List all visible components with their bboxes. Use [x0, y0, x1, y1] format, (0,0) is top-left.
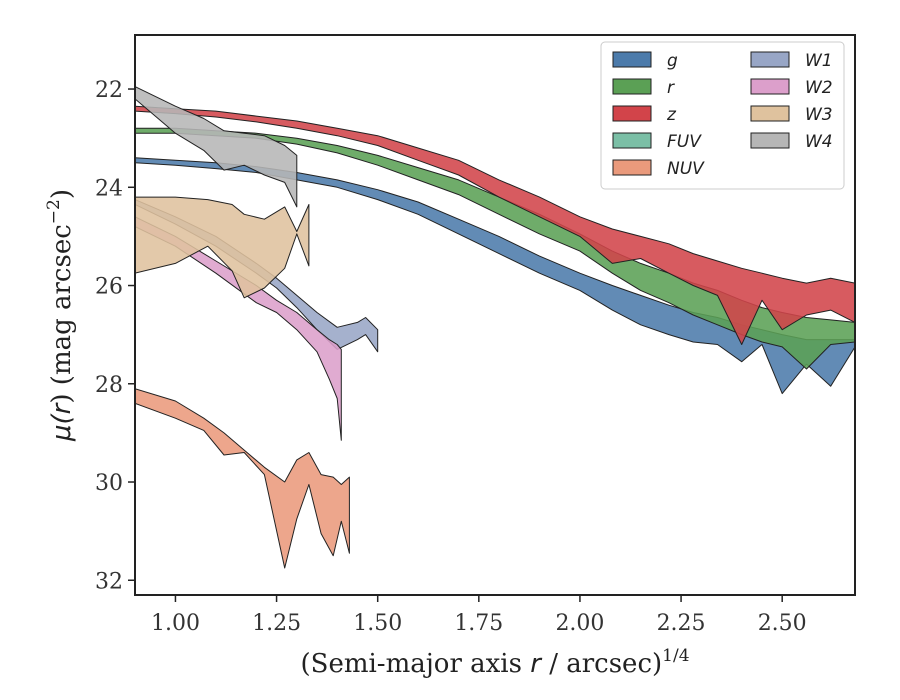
legend-swatch-w4 — [750, 132, 790, 149]
x-tick-label: 2.00 — [555, 611, 604, 636]
band-z — [135, 105, 855, 345]
x-tick-label: 1.25 — [252, 611, 301, 636]
legend-label-fuv: FUV — [667, 132, 702, 152]
y-axis-title: μ(r) (mag arcsec−2) — [44, 189, 77, 442]
x-tick-label: 1.75 — [454, 611, 503, 636]
legend-swatch-w3 — [750, 105, 790, 122]
legend-label-w4: W4 — [805, 132, 833, 152]
band-r — [135, 127, 855, 370]
x-tick-label: 1.50 — [353, 611, 402, 636]
band-w4 — [135, 86, 298, 208]
band-nuv — [135, 388, 350, 569]
legend-label-w1: W1 — [805, 51, 833, 71]
x-tick-label: 1.00 — [151, 611, 200, 636]
legend-swatch-r — [612, 78, 652, 95]
x-axis-ticks: 1.00 1.25 1.50 1.75 2.00 2.25 2.50 — [151, 595, 807, 636]
y-tick-label: 22 — [95, 78, 123, 103]
y-tick-label: 30 — [95, 471, 123, 496]
y-axis-ticks: 22 24 26 28 30 32 — [95, 78, 135, 594]
legend-swatch-nuv — [612, 159, 652, 176]
legend-label-nuv: NUV — [667, 159, 705, 179]
legend-label-z: z — [666, 105, 677, 125]
legend: grz FUV NUV W1 W2 W3 W4 — [600, 41, 845, 190]
y-tick-label: 28 — [95, 373, 123, 398]
legend-swatch-z — [612, 105, 652, 122]
legend-swatch-w1 — [750, 51, 790, 68]
band-w2 — [135, 216, 342, 441]
legend-label-w2: W2 — [805, 78, 833, 98]
legend-swatch-fuv — [612, 132, 652, 149]
plot-frame — [134, 34, 856, 596]
profile-bands — [135, 86, 855, 569]
x-tick-label: 2.25 — [657, 611, 706, 636]
legend-swatch-g — [612, 51, 652, 68]
legend-label-w3: W3 — [805, 105, 833, 125]
legend-label-g: g — [667, 51, 678, 71]
legend-label-r: r — [667, 78, 675, 98]
x-tick-label: 2.50 — [758, 611, 807, 636]
legend-swatch-w2 — [750, 78, 790, 95]
y-tick-label: 26 — [95, 275, 123, 300]
y-tick-label: 24 — [95, 176, 123, 201]
x-axis-title: (Semi-major axis r / arcsec)1/4 — [300, 646, 689, 679]
y-tick-label: 32 — [95, 569, 123, 594]
band-w3 — [135, 196, 310, 299]
band-g — [135, 157, 855, 395]
